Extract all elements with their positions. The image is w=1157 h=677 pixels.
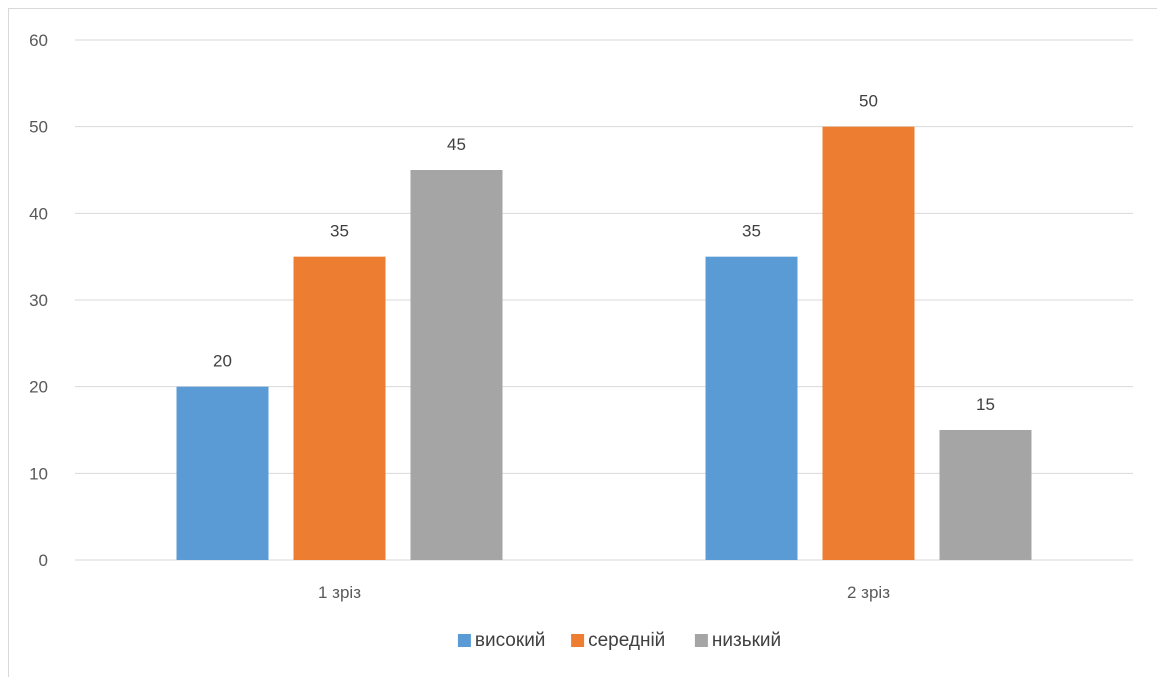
data-labels: 20 35 45 35 50 15 [213, 92, 995, 414]
x-tick-label: 1 зріз [318, 583, 361, 602]
legend-label: високий [475, 630, 546, 651]
y-tick-label: 0 [39, 551, 48, 570]
y-tick-label: 40 [29, 204, 48, 223]
legend-label: середній [588, 630, 665, 651]
bar-високий [176, 386, 269, 560]
bar-низький [410, 170, 503, 560]
bar-низький [939, 430, 1032, 560]
data-label: 35 [330, 222, 349, 241]
data-label: 50 [859, 92, 878, 111]
bar-високий [705, 256, 798, 560]
legend: високий середній низький [457, 630, 781, 651]
x-tick-label: 2 зріз [847, 583, 890, 602]
y-tick-label: 20 [29, 378, 48, 397]
y-tick-label: 60 [29, 31, 48, 50]
y-axis-ticks: 0 10 20 30 40 50 60 [29, 31, 48, 570]
y-tick-label: 10 [29, 464, 48, 483]
chart-frame [8, 8, 1157, 677]
x-axis-ticks: 1 зріз 2 зріз [318, 583, 890, 602]
data-label: 20 [213, 352, 232, 371]
data-label: 45 [447, 135, 466, 154]
bar-середній [822, 126, 915, 561]
legend-swatch [694, 634, 708, 647]
legend-label: низький [712, 630, 781, 651]
legend-swatch [571, 634, 585, 647]
y-tick-label: 50 [29, 118, 48, 137]
bars [176, 126, 1032, 561]
data-label: 15 [976, 395, 995, 414]
legend-swatch [457, 634, 471, 647]
y-tick-label: 30 [29, 291, 48, 310]
bar-середній [293, 256, 386, 560]
data-label: 35 [742, 222, 761, 241]
